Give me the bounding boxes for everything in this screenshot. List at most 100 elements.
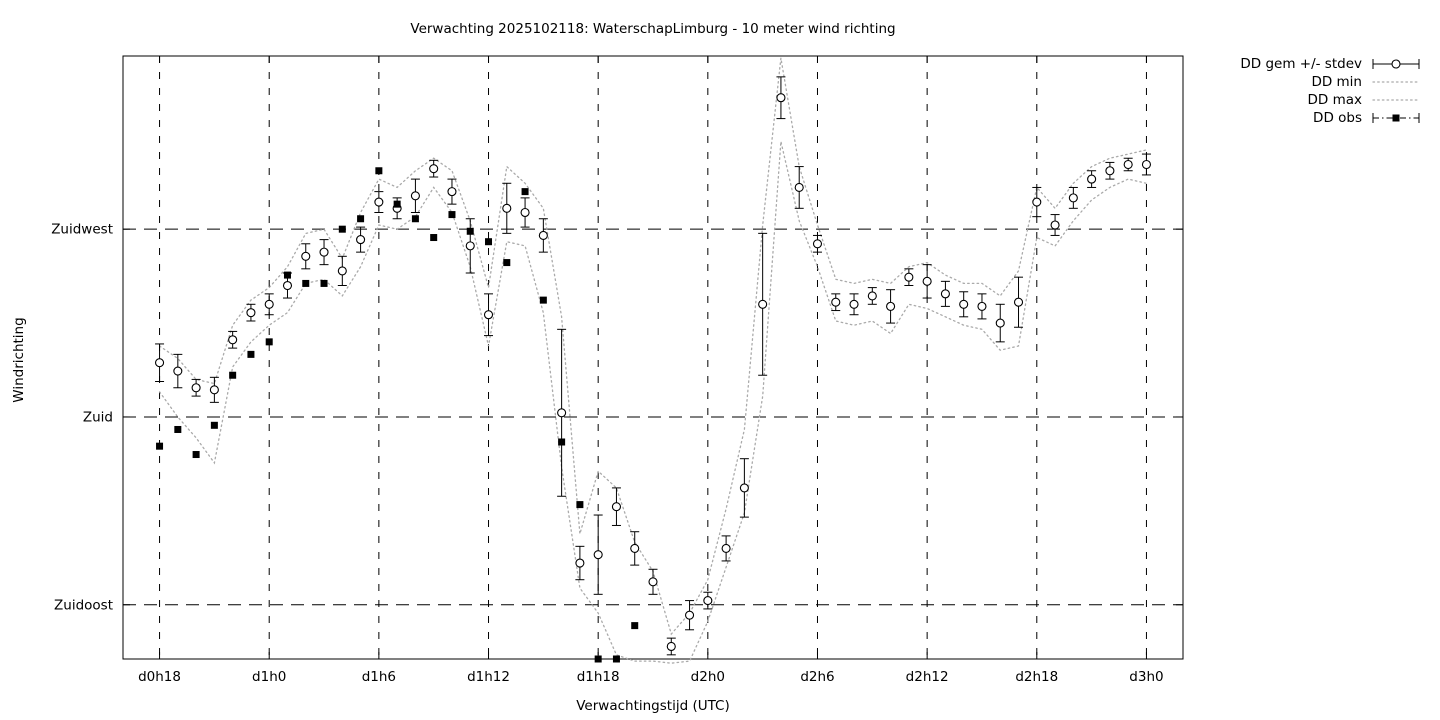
obs-point bbox=[375, 167, 383, 175]
mean-point bbox=[1013, 297, 1024, 307]
obs-point bbox=[576, 501, 584, 509]
mean-point bbox=[995, 318, 1005, 328]
obs-point bbox=[229, 371, 237, 379]
x-axis-label: Verwachtingstijd (UTC) bbox=[576, 698, 730, 714]
mean-point bbox=[1105, 166, 1115, 176]
legend-label-max: DD max bbox=[1307, 92, 1363, 108]
mean-point bbox=[666, 641, 676, 652]
x-tick-label: d2h18 bbox=[1015, 669, 1058, 685]
mean-point bbox=[483, 310, 494, 320]
mean-point bbox=[721, 543, 731, 553]
chart-legend: DD gem +/- stdev DD min DD max DD obs bbox=[1196, 55, 1422, 127]
obs-point bbox=[485, 238, 493, 246]
mean-point bbox=[940, 289, 950, 299]
mean-point bbox=[246, 308, 256, 318]
mean-point bbox=[502, 203, 512, 213]
mean-point bbox=[356, 235, 366, 245]
x-tick-label: d1h6 bbox=[362, 669, 396, 685]
obs-point bbox=[174, 425, 182, 433]
mean-point bbox=[155, 358, 165, 368]
x-tick-label: d2h0 bbox=[691, 669, 725, 685]
mean-point bbox=[319, 247, 329, 257]
y-tick-label: Zuidoost bbox=[54, 597, 113, 613]
y-tick-label: Zuid bbox=[83, 409, 113, 425]
obs-point bbox=[247, 350, 255, 358]
x-tick-label: d1h0 bbox=[252, 669, 286, 685]
obs-point bbox=[594, 655, 602, 663]
mean-point bbox=[812, 239, 823, 249]
mean-point bbox=[922, 276, 932, 286]
errorbar-circle-sample-icon bbox=[1372, 59, 1420, 69]
mean-point bbox=[886, 301, 896, 311]
mean-point bbox=[703, 596, 713, 606]
obs-point bbox=[357, 215, 365, 223]
mean-point bbox=[849, 299, 859, 309]
y-tick-label: Zuidwest bbox=[51, 222, 113, 238]
mean-point bbox=[648, 577, 658, 587]
mean-point bbox=[630, 543, 640, 553]
mean-point bbox=[264, 299, 274, 309]
mean-point bbox=[593, 550, 603, 560]
mean-point bbox=[447, 187, 457, 197]
legend-row-gem: DD gem +/- stdev bbox=[1196, 55, 1422, 73]
mean-point bbox=[959, 299, 969, 309]
obs-point bbox=[156, 442, 164, 450]
mean-point bbox=[191, 383, 201, 393]
mean-point bbox=[557, 408, 567, 418]
obs-point bbox=[302, 279, 310, 287]
mean-point bbox=[831, 297, 841, 307]
mean-point bbox=[776, 93, 786, 103]
obs-point bbox=[631, 622, 639, 630]
dotted-line-sample-icon bbox=[1372, 81, 1420, 83]
mean-point bbox=[1068, 193, 1078, 203]
mean-point bbox=[977, 301, 987, 311]
mean-point bbox=[429, 164, 439, 174]
obs-point bbox=[320, 279, 328, 287]
mean-point bbox=[1141, 159, 1151, 170]
mean-point bbox=[794, 182, 804, 192]
mean-point bbox=[1032, 197, 1042, 207]
x-tick-label: d0h18 bbox=[138, 669, 181, 685]
mean-point bbox=[1123, 159, 1133, 170]
mean-point bbox=[301, 251, 311, 261]
mean-point bbox=[904, 272, 914, 282]
dotted-line-sample-icon bbox=[1372, 99, 1420, 101]
obs-point bbox=[521, 188, 529, 196]
obs-point bbox=[411, 215, 419, 223]
legend-row-obs: DD obs bbox=[1196, 109, 1422, 127]
obs-point bbox=[539, 296, 547, 304]
obs-point bbox=[265, 338, 273, 346]
mean-point bbox=[758, 299, 768, 309]
obs-point bbox=[448, 211, 456, 219]
mean-point bbox=[867, 291, 877, 301]
mean-point bbox=[465, 241, 475, 251]
x-tick-label: d3h0 bbox=[1129, 669, 1163, 685]
chart-title: Verwachting 2025102118: WaterschapLimbur… bbox=[410, 21, 896, 37]
dd-max-line bbox=[158, 57, 1148, 636]
mean-point bbox=[410, 191, 420, 201]
obs-point bbox=[503, 259, 511, 267]
obs-point bbox=[393, 200, 401, 208]
mean-point bbox=[739, 483, 749, 493]
mean-point bbox=[538, 230, 548, 240]
obs-point bbox=[210, 421, 218, 429]
mean-point bbox=[337, 266, 347, 276]
x-tick-label: d2h12 bbox=[906, 669, 949, 685]
legend-label-obs: DD obs bbox=[1313, 110, 1362, 126]
obs-point bbox=[283, 271, 291, 279]
x-tick-label: d1h12 bbox=[467, 669, 510, 685]
mean-point bbox=[685, 610, 695, 620]
obs-point bbox=[338, 225, 346, 233]
mean-point bbox=[173, 366, 183, 376]
legend-row-max: DD max bbox=[1196, 91, 1422, 109]
legend-label-min: DD min bbox=[1311, 74, 1362, 90]
x-tick-label: d2h6 bbox=[800, 669, 834, 685]
obs-point bbox=[430, 234, 438, 242]
mean-point bbox=[1050, 220, 1060, 230]
mean-point bbox=[575, 558, 585, 568]
errorbar-square-sample-icon bbox=[1372, 113, 1420, 123]
mean-point bbox=[228, 335, 238, 345]
mean-point bbox=[374, 197, 384, 207]
mean-point bbox=[611, 502, 621, 512]
mean-point bbox=[1087, 174, 1097, 184]
